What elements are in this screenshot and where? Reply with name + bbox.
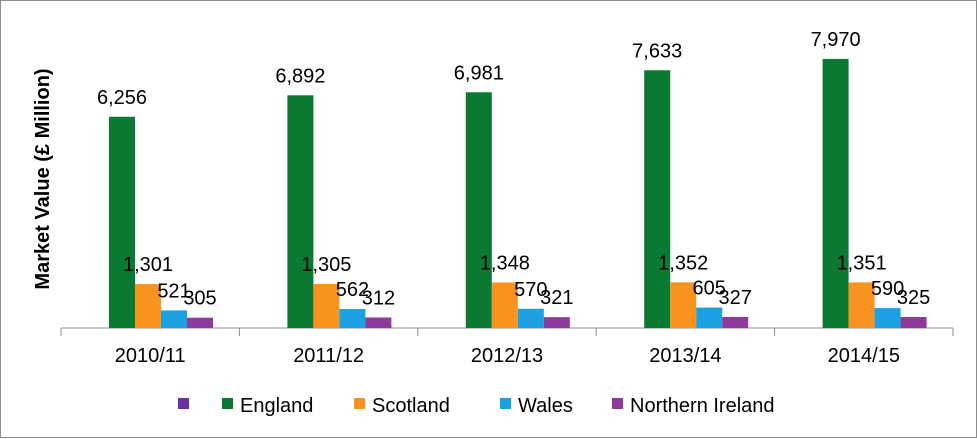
- data-label: 590: [871, 278, 904, 300]
- legend-entry: Wales: [518, 395, 573, 417]
- bar-wales: [339, 309, 366, 328]
- x-tick-label: 2013/14: [649, 345, 721, 367]
- bar-england: [465, 92, 492, 328]
- data-label: 321: [540, 287, 573, 309]
- bar-wales: [696, 307, 723, 328]
- data-label: 521: [157, 280, 190, 302]
- data-label: 6,981: [454, 62, 504, 84]
- data-label: 1,348: [480, 252, 530, 274]
- data-label: 7,970: [811, 29, 861, 51]
- bar-northern-ireland: [543, 317, 570, 328]
- bar-wales: [161, 310, 187, 328]
- x-tick-label: 2014/15: [828, 345, 900, 367]
- data-label: 1,305: [301, 254, 351, 276]
- data-label: 605: [693, 278, 726, 300]
- x-tick-label: 2011/12: [293, 345, 364, 367]
- data-label: 7,633: [632, 40, 682, 62]
- data-label: 570: [514, 279, 547, 301]
- bars-layer: [109, 58, 927, 329]
- data-label: 1,351: [837, 252, 887, 274]
- bar-northern-ireland: [900, 317, 927, 328]
- x-tick-label: 2012/13: [471, 345, 543, 367]
- data-label: 1,301: [123, 254, 173, 276]
- data-label: 562: [336, 279, 369, 301]
- data-label: 1,352: [658, 252, 708, 274]
- x-tick-label: 2010/11: [115, 345, 186, 367]
- bar-england: [109, 116, 135, 328]
- bar-scotland: [670, 282, 697, 328]
- legend-entry: Scotland: [372, 395, 450, 417]
- bar-scotland: [491, 282, 518, 328]
- data-label: 6,256: [97, 87, 147, 109]
- legend-entry: Northern Ireland: [630, 395, 775, 417]
- legend-marker: [500, 398, 511, 409]
- data-label: 327: [719, 287, 752, 309]
- bar-england: [644, 70, 671, 329]
- bar-northern-ireland: [365, 317, 392, 328]
- bar-scotland: [135, 284, 161, 328]
- bar-england: [287, 95, 314, 329]
- legend-marker: [178, 398, 189, 409]
- x-tick-labels: 2010/11 2011/12 2012/13 2013/14 2014/15: [115, 345, 900, 367]
- bar-scotland: [313, 283, 340, 328]
- data-label: 325: [897, 287, 930, 309]
- data-label: 312: [362, 287, 395, 309]
- bar-wales: [517, 308, 544, 328]
- legend-marker: [222, 398, 233, 409]
- data-label: 6,892: [275, 65, 325, 87]
- bar-northern-ireland: [187, 317, 213, 328]
- legend-entry: England: [240, 395, 313, 417]
- data-label: 305: [183, 288, 216, 310]
- legend: England Scotland Wales Northern Ireland: [178, 395, 775, 417]
- bar-wales: [874, 308, 901, 328]
- bar-england: [822, 58, 849, 328]
- bar-scotland: [848, 282, 875, 328]
- bar-northern-ireland: [722, 316, 749, 328]
- axis-layer: [60, 327, 954, 336]
- y-axis-label: Market Value (£ Million): [32, 68, 54, 289]
- legend-marker: [354, 398, 365, 409]
- legend-marker: [612, 398, 623, 409]
